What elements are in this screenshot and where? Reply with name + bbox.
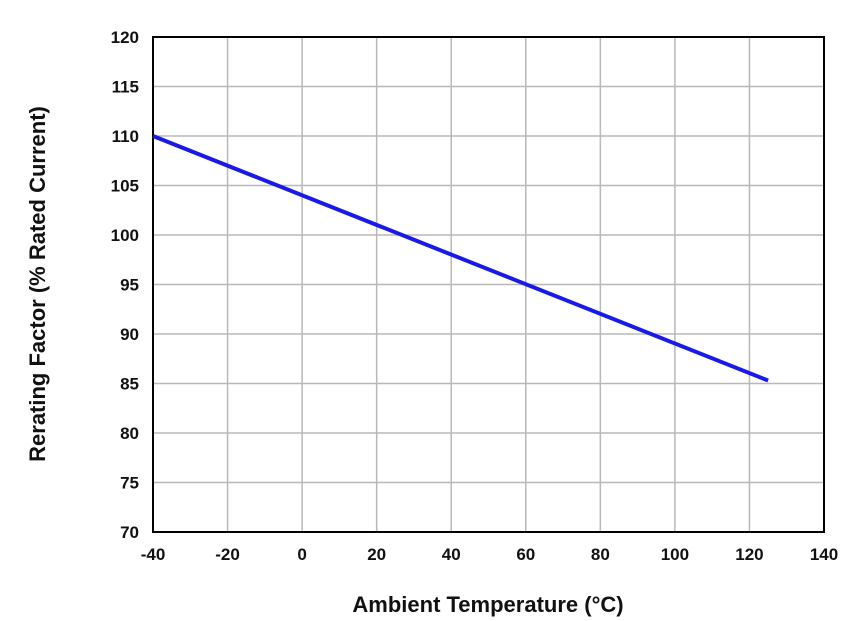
x-tick-label: 80	[591, 545, 610, 564]
y-tick-label: 90	[120, 325, 139, 344]
x-tick-label: 140	[810, 545, 838, 564]
x-tick-label: -20	[215, 545, 240, 564]
y-tick-label: 85	[120, 375, 139, 394]
y-tick-label: 75	[120, 474, 139, 493]
x-tick-label: 100	[661, 545, 689, 564]
x-tick-label: 60	[516, 545, 535, 564]
y-tick-label: 80	[120, 424, 139, 443]
series-line-0	[152, 134, 769, 383]
y-axis-title: Rerating Factor (% Rated Current)	[25, 106, 50, 462]
x-tick-label: 0	[297, 545, 306, 564]
y-tick-label: 105	[111, 177, 139, 196]
series-group	[152, 134, 769, 383]
x-axis-title: Ambient Temperature (°C)	[352, 592, 623, 617]
y-tick-label: 110	[112, 127, 139, 146]
y-tick-label: 100	[111, 226, 139, 245]
y-tick-label: 120	[111, 28, 139, 47]
x-tick-label: 40	[442, 545, 461, 564]
y-tick-label: 70	[120, 523, 139, 542]
y-tick-label: 115	[112, 78, 139, 97]
x-tick-label: 20	[367, 545, 386, 564]
x-tick-label: 120	[735, 545, 763, 564]
plot-frame	[152, 36, 825, 533]
grid	[152, 36, 825, 533]
y-axis-ticks: 70 75 80 85 90 95 100 105 110 115 120	[111, 28, 139, 542]
y-tick-label: 95	[120, 276, 139, 295]
x-tick-label: -40	[141, 545, 166, 564]
x-axis-ticks: -40 -20 0 20 40 60 80 100 120 140	[141, 545, 838, 564]
